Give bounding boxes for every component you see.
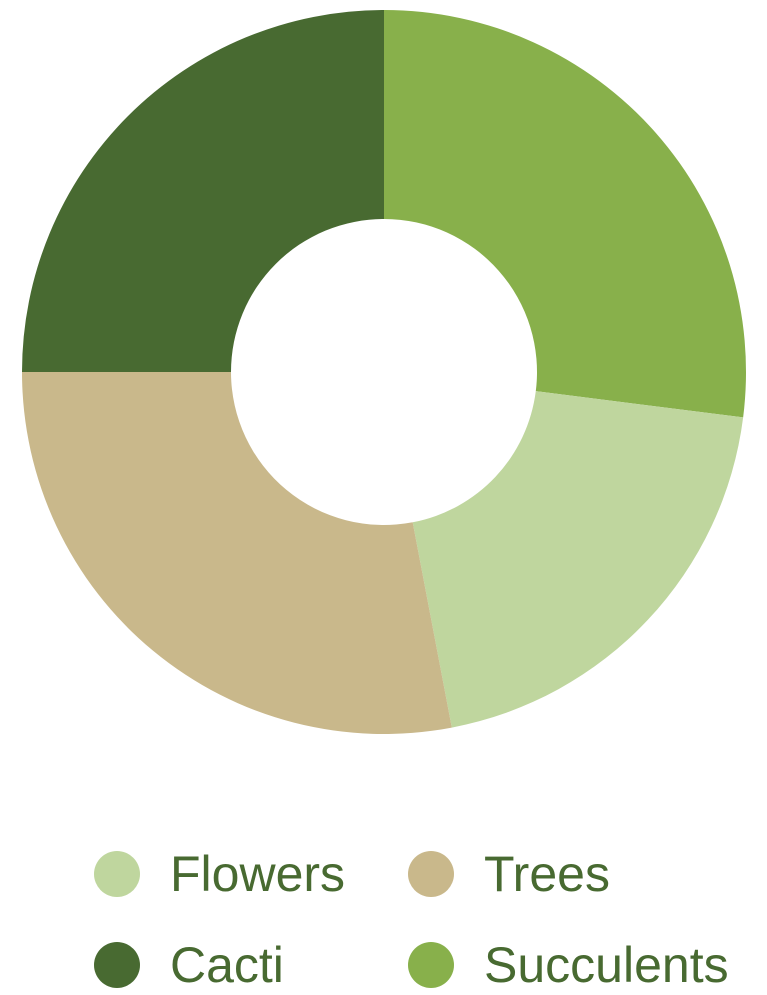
legend-label-succulents: Succulents	[484, 937, 729, 993]
legend-label-flowers: Flowers	[170, 846, 346, 902]
slice-succulents	[384, 10, 746, 418]
donut-slices	[22, 10, 746, 735]
legend: Flowers Trees Cacti Succulents	[0, 820, 767, 995]
legend-label-trees: Trees	[484, 846, 610, 902]
legend-item-flowers: Flowers	[94, 845, 345, 903]
legend-item-succulents: Succulents	[408, 936, 729, 994]
legend-item-trees: Trees	[408, 845, 610, 903]
slice-flowers	[412, 391, 744, 728]
legend-swatch-succulents	[408, 942, 454, 988]
donut-chart	[22, 10, 746, 735]
slice-cacti	[22, 10, 384, 372]
legend-label-cacti: Cacti	[170, 937, 284, 993]
legend-swatch-cacti	[94, 942, 140, 988]
legend-item-cacti: Cacti	[94, 936, 284, 994]
legend-swatch-flowers	[94, 851, 140, 897]
slice-trees	[22, 372, 452, 735]
legend-swatch-trees	[408, 851, 454, 897]
